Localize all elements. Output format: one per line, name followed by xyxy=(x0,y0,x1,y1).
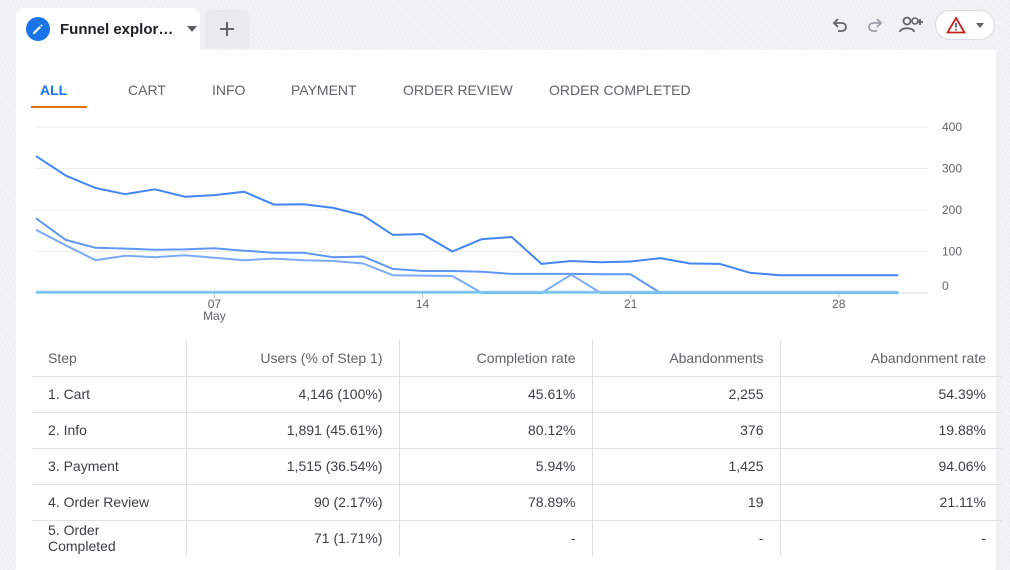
tab-payment[interactable]: PAYMENT xyxy=(291,82,357,98)
exploration-tab-bar: Funnel explor… xyxy=(0,0,1010,50)
x-tick-label: 28 xyxy=(832,297,846,311)
undo-button[interactable] xyxy=(826,12,854,38)
completion-rate-cell: 78.89% xyxy=(398,484,592,521)
exploration-tab[interactable]: Funnel explor… xyxy=(16,8,200,50)
abandonments-cell: 19 xyxy=(591,484,780,521)
abandonments-cell: 376 xyxy=(591,412,780,449)
y-tick-label: 200 xyxy=(942,203,962,217)
warning-icon xyxy=(946,16,966,34)
y-tick-label: 400 xyxy=(942,120,962,134)
abandonment-rate-cell: - xyxy=(779,520,1002,556)
abandonment-rate-cell: 54.39% xyxy=(779,376,1002,413)
table-row[interactable]: 3. Payment 1,515 (36.54%) 5.94% 1,425 94… xyxy=(32,448,1002,485)
y-tick-label: 0 xyxy=(942,279,949,293)
chevron-down-icon xyxy=(976,22,984,28)
table-row[interactable]: 2. Info 1,891 (45.61%) 80.12% 376 19.88% xyxy=(32,412,1002,449)
tab-info[interactable]: INFO xyxy=(212,82,246,98)
series-line-1[interactable] xyxy=(35,155,899,277)
column-header-abandonment-rate[interactable]: Abandonment rate xyxy=(779,340,1002,377)
redo-button[interactable] xyxy=(861,12,889,38)
y-tick-label: 100 xyxy=(942,245,962,259)
table-row[interactable]: 5. Order Completed 71 (1.71%) - - - xyxy=(32,520,1002,556)
completion-rate-cell: 80.12% xyxy=(398,412,592,449)
share-users-icon xyxy=(899,16,923,33)
users-cell: 90 (2.17%) xyxy=(185,484,399,521)
series-line-3[interactable] xyxy=(35,229,899,294)
add-tab-button[interactable] xyxy=(205,10,249,48)
step-name: 2. Info xyxy=(32,412,186,449)
undo-icon xyxy=(832,18,847,32)
column-header-users[interactable]: Users (% of Step 1) xyxy=(185,340,399,377)
column-header-completion-rate[interactable]: Completion rate xyxy=(398,340,592,377)
exploration-title[interactable]: Funnel explor… xyxy=(60,20,174,38)
redo-icon xyxy=(868,18,883,32)
share-button[interactable] xyxy=(896,12,928,38)
abandonments-cell: - xyxy=(591,520,780,556)
tab-all[interactable]: ALL xyxy=(31,72,88,108)
funnel-card: ALL CART INFO PAYMENT ORDER REVIEW ORDER… xyxy=(16,50,1002,570)
chevron-down-icon[interactable] xyxy=(187,26,198,32)
step-name: 4. Order Review xyxy=(32,484,186,521)
column-header-step[interactable]: Step xyxy=(32,340,186,377)
users-cell: 71 (1.71%) xyxy=(185,520,399,556)
table-header-row: Step Users (% of Step 1) Completion rate… xyxy=(32,340,1002,377)
completion-rate-cell: 5.94% xyxy=(398,448,592,485)
abandonment-rate-cell: 21.11% xyxy=(779,484,1002,521)
abandonments-cell: 1,425 xyxy=(591,448,780,485)
x-tick-label: 21 xyxy=(624,297,638,311)
step-name: 5. Order Completed xyxy=(48,522,116,555)
users-cell: 1,515 (36.54%) xyxy=(185,448,399,485)
completion-rate-cell: - xyxy=(398,520,592,556)
column-header-abandonments[interactable]: Abandonments xyxy=(591,340,780,377)
abandonment-rate-cell: 19.88% xyxy=(779,412,1002,449)
x-tick-label: 14 xyxy=(416,297,430,311)
y-tick-label: 300 xyxy=(942,162,962,176)
tab-order-completed[interactable]: ORDER COMPLETED xyxy=(549,82,691,98)
funnel-table: Step Users (% of Step 1) Completion rate… xyxy=(32,340,1002,556)
table-row[interactable]: 4. Order Review 90 (2.17%) 78.89% 19 21.… xyxy=(32,484,1002,521)
pencil-icon[interactable] xyxy=(26,17,50,41)
users-cell: 1,891 (45.61%) xyxy=(185,412,399,449)
tab-order-review[interactable]: ORDER REVIEW xyxy=(403,82,513,98)
abandonments-cell: 2,255 xyxy=(591,376,780,413)
plus-icon xyxy=(220,22,234,36)
step-name: 1. Cart xyxy=(32,376,186,413)
step-name: 3. Payment xyxy=(32,448,186,485)
x-tick-sublabel: May xyxy=(203,309,226,323)
completion-rate-cell: 45.61% xyxy=(398,376,592,413)
x-tick-label: 07 xyxy=(208,297,222,311)
warning-menu-button[interactable] xyxy=(935,10,995,40)
table-row[interactable]: 1. Cart 4,146 (100%) 45.61% 2,255 54.39% xyxy=(32,376,1002,413)
users-cell: 4,146 (100%) xyxy=(185,376,399,413)
abandonment-rate-cell: 94.06% xyxy=(779,448,1002,485)
tab-cart[interactable]: CART xyxy=(128,82,166,98)
